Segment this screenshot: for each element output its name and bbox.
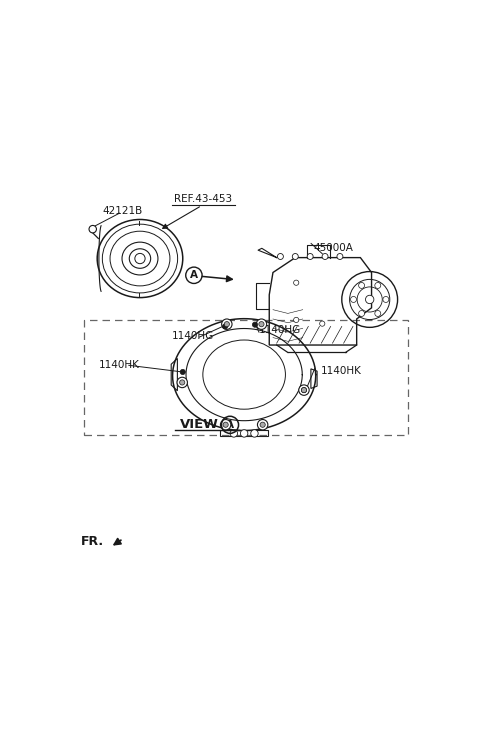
Circle shape (383, 296, 389, 302)
Circle shape (260, 422, 265, 427)
Circle shape (177, 377, 187, 388)
Circle shape (301, 388, 307, 393)
Circle shape (257, 420, 268, 430)
Circle shape (277, 254, 283, 260)
Circle shape (375, 310, 381, 316)
Bar (84, 320, 408, 435)
Circle shape (359, 310, 365, 316)
Circle shape (294, 280, 299, 285)
Circle shape (223, 422, 228, 427)
Circle shape (322, 254, 328, 260)
Circle shape (256, 319, 267, 330)
Circle shape (222, 319, 232, 330)
Circle shape (224, 321, 229, 327)
Circle shape (259, 321, 264, 327)
Circle shape (299, 385, 309, 395)
Circle shape (89, 225, 96, 233)
Circle shape (359, 283, 365, 289)
Circle shape (375, 283, 381, 289)
Text: 42121B: 42121B (103, 206, 143, 217)
Circle shape (252, 322, 258, 327)
Circle shape (220, 420, 231, 430)
Text: A: A (190, 270, 198, 280)
Text: 1140HK: 1140HK (99, 360, 140, 371)
Circle shape (320, 321, 325, 326)
Text: 1140HK: 1140HK (321, 366, 361, 376)
Circle shape (180, 369, 185, 374)
Text: 1140HG: 1140HG (172, 331, 214, 341)
Circle shape (292, 254, 298, 260)
Circle shape (350, 296, 357, 302)
Circle shape (337, 254, 343, 260)
Circle shape (307, 254, 313, 260)
Circle shape (294, 318, 299, 323)
Text: FR.: FR. (81, 535, 104, 548)
Circle shape (223, 324, 228, 329)
Text: A: A (226, 420, 234, 430)
Text: REF.43-453: REF.43-453 (174, 194, 232, 204)
Circle shape (230, 430, 238, 437)
Circle shape (240, 430, 248, 437)
Text: VIEW: VIEW (180, 418, 219, 432)
Circle shape (301, 388, 307, 393)
Circle shape (365, 295, 374, 304)
Text: 45000A: 45000A (313, 243, 353, 253)
Circle shape (251, 430, 258, 437)
Text: 1140HG: 1140HG (259, 325, 301, 336)
Circle shape (180, 380, 185, 385)
